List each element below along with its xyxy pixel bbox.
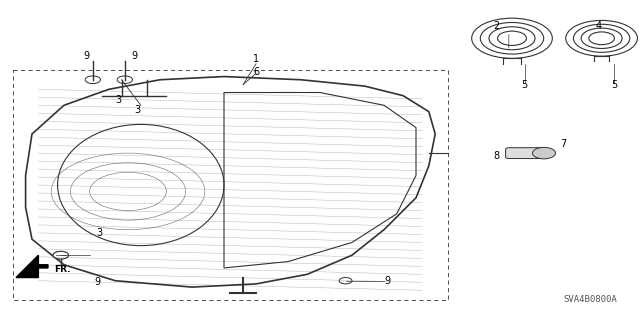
Text: 3: 3	[134, 105, 141, 115]
Text: SVA4B0800A: SVA4B0800A	[564, 295, 618, 304]
Text: 6: 6	[253, 67, 259, 77]
Circle shape	[339, 278, 352, 284]
FancyBboxPatch shape	[506, 148, 544, 159]
Circle shape	[53, 251, 68, 259]
Text: 3: 3	[96, 228, 102, 238]
Text: 3: 3	[115, 95, 122, 106]
Text: 4: 4	[595, 21, 602, 31]
Text: 1: 1	[253, 54, 259, 64]
Circle shape	[85, 76, 100, 84]
Text: 9: 9	[384, 276, 390, 286]
Text: 9: 9	[83, 51, 90, 61]
Text: FR.: FR.	[54, 265, 71, 274]
Text: 2: 2	[493, 21, 499, 31]
Text: 5: 5	[522, 79, 528, 90]
Text: 8: 8	[493, 151, 499, 161]
Circle shape	[53, 251, 68, 259]
Text: 9: 9	[131, 51, 138, 61]
Circle shape	[532, 147, 556, 159]
Text: 9: 9	[95, 277, 101, 287]
Text: 7: 7	[560, 138, 566, 149]
Circle shape	[117, 76, 132, 84]
Text: 5: 5	[611, 79, 618, 90]
Polygon shape	[16, 255, 48, 278]
